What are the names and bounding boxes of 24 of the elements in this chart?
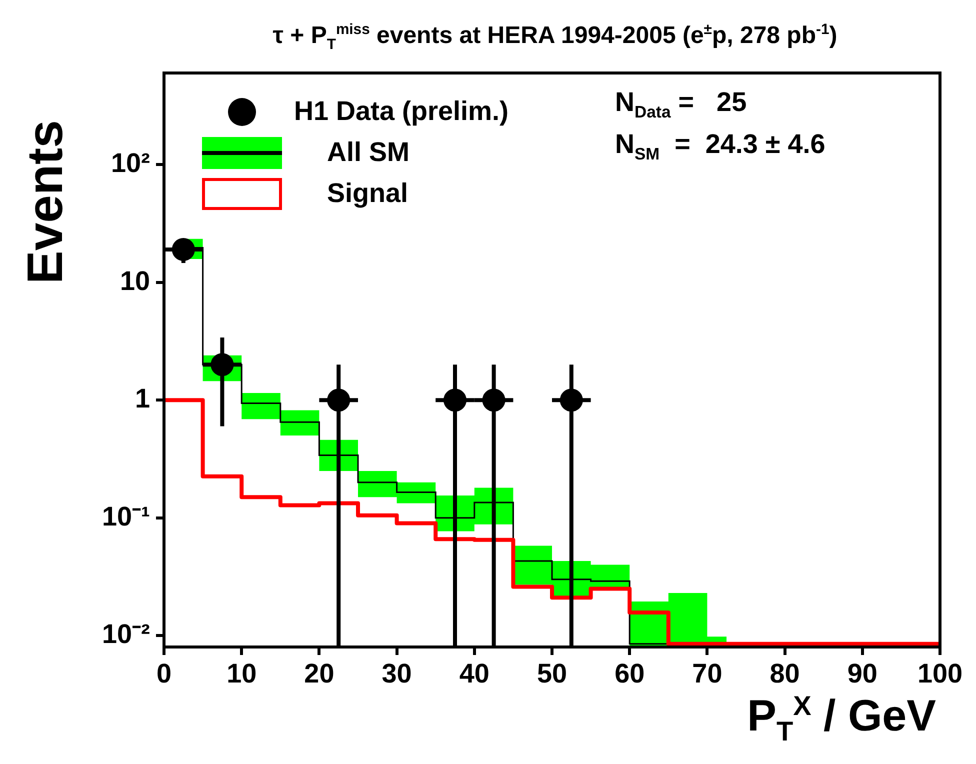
- x-tick-label: 20: [304, 658, 334, 689]
- y-tick-label: 10⁻²: [102, 619, 150, 650]
- y-tick-label: 10⁻¹: [102, 501, 150, 532]
- x-axis-title: P$_{T}$$^{X}$ / GeV: [747, 690, 936, 748]
- chart-title: τ + P$_{T}$$^{miss}$ events at HERA 1994-2005 (e$^{±}$p, 278 pb$^{-1}$): [272, 22, 838, 53]
- x-tick-label: 10: [226, 658, 257, 689]
- y-tick-label: 10²: [110, 148, 150, 178]
- legend-label: All SM: [327, 137, 410, 168]
- x-tick-label: 90: [847, 658, 878, 689]
- y-tick-label: 1: [134, 384, 150, 414]
- legend-label: Signal: [327, 178, 408, 209]
- x-tick-label: 50: [536, 658, 568, 689]
- y-tick-label: 10: [120, 266, 150, 296]
- x-tick-label: 30: [382, 658, 412, 689]
- x-tick-label: 60: [614, 658, 645, 689]
- legend-label: H1 Data (prelim.): [294, 96, 509, 127]
- x-tick-label: 40: [459, 658, 490, 689]
- x-tick-label: 70: [692, 658, 722, 689]
- annotation: N$_{Data}$ = 25: [615, 87, 747, 122]
- x-tick-label: 100: [917, 658, 963, 689]
- y-axis-title: Events: [16, 120, 74, 284]
- x-tick-label: 0: [156, 658, 172, 689]
- x-tick-label: 80: [770, 658, 800, 689]
- annotation: N$_{SM}$ = 24.3 ± 4.6: [615, 129, 826, 164]
